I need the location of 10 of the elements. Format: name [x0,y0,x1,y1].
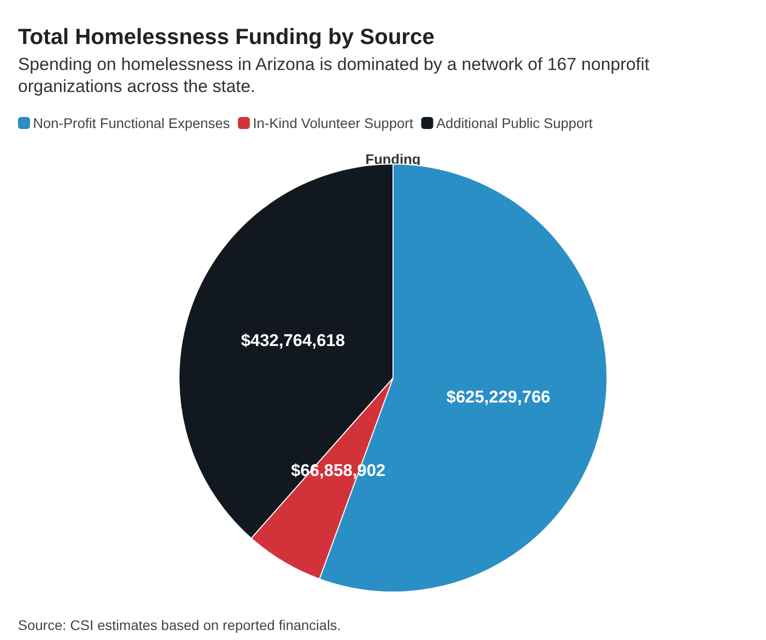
text: Funding [365,151,421,167]
chart-title: Total Homelessness Funding by Source [18,24,434,49]
data-label: $432,764,618 [240,331,345,350]
legend-label: Non-Profit Functional Expenses [33,115,230,131]
data-label: $66,858,902 [290,460,386,480]
chart-subtitle: Spending on homelessness in Arizona is dominated by a network of 167 nonprofit organizations across the state. [18,54,650,96]
legend-label: Additional Public Support [436,115,593,131]
source-note: Source: CSI estimates based on reported financials. [18,617,341,633]
data-label: $625,229,766 [446,388,550,407]
legend-label: In-Kind Volunteer Support [252,115,414,131]
